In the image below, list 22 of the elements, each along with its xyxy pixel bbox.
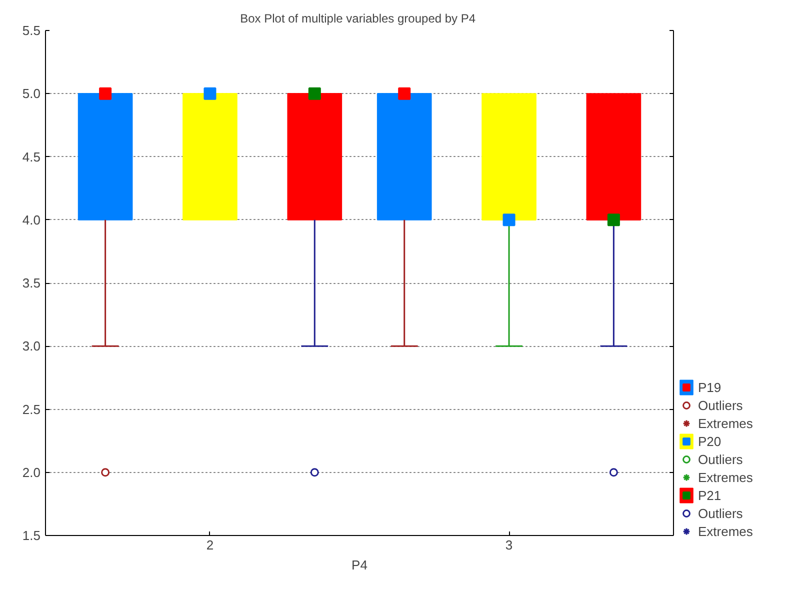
y-tick-label: 4.0 xyxy=(22,212,41,228)
legend-label: Extremes xyxy=(698,468,753,486)
y-tick-label: 2.5 xyxy=(22,402,41,417)
legend-label: P21 xyxy=(698,486,722,504)
x-tick-label: 2 xyxy=(206,538,214,552)
legend-label: P19 xyxy=(698,378,722,396)
y-tick-label: 5.0 xyxy=(22,86,41,102)
legend-label: P20 xyxy=(698,432,722,450)
y-tick-label: 1.5 xyxy=(22,528,41,543)
legend-label: Extremes xyxy=(698,522,753,540)
y-tick-label: 4.5 xyxy=(22,149,41,164)
legend-label: Extremes xyxy=(698,414,753,432)
y-tick-label: 5.5 xyxy=(22,23,41,38)
chart-title: Box Plot of multiple variables grouped by P4 xyxy=(240,12,476,26)
y-tick-label: 3.0 xyxy=(22,338,41,354)
x-tick-label: 3 xyxy=(505,538,513,552)
legend-label: Outliers xyxy=(698,396,743,414)
legend-label: Outliers xyxy=(698,450,743,468)
x-axis-title: P4 xyxy=(352,558,368,572)
y-tick-label: 3.5 xyxy=(22,276,41,290)
y-tick-label: 2.0 xyxy=(22,464,41,480)
legend-label: Outliers xyxy=(698,504,743,522)
